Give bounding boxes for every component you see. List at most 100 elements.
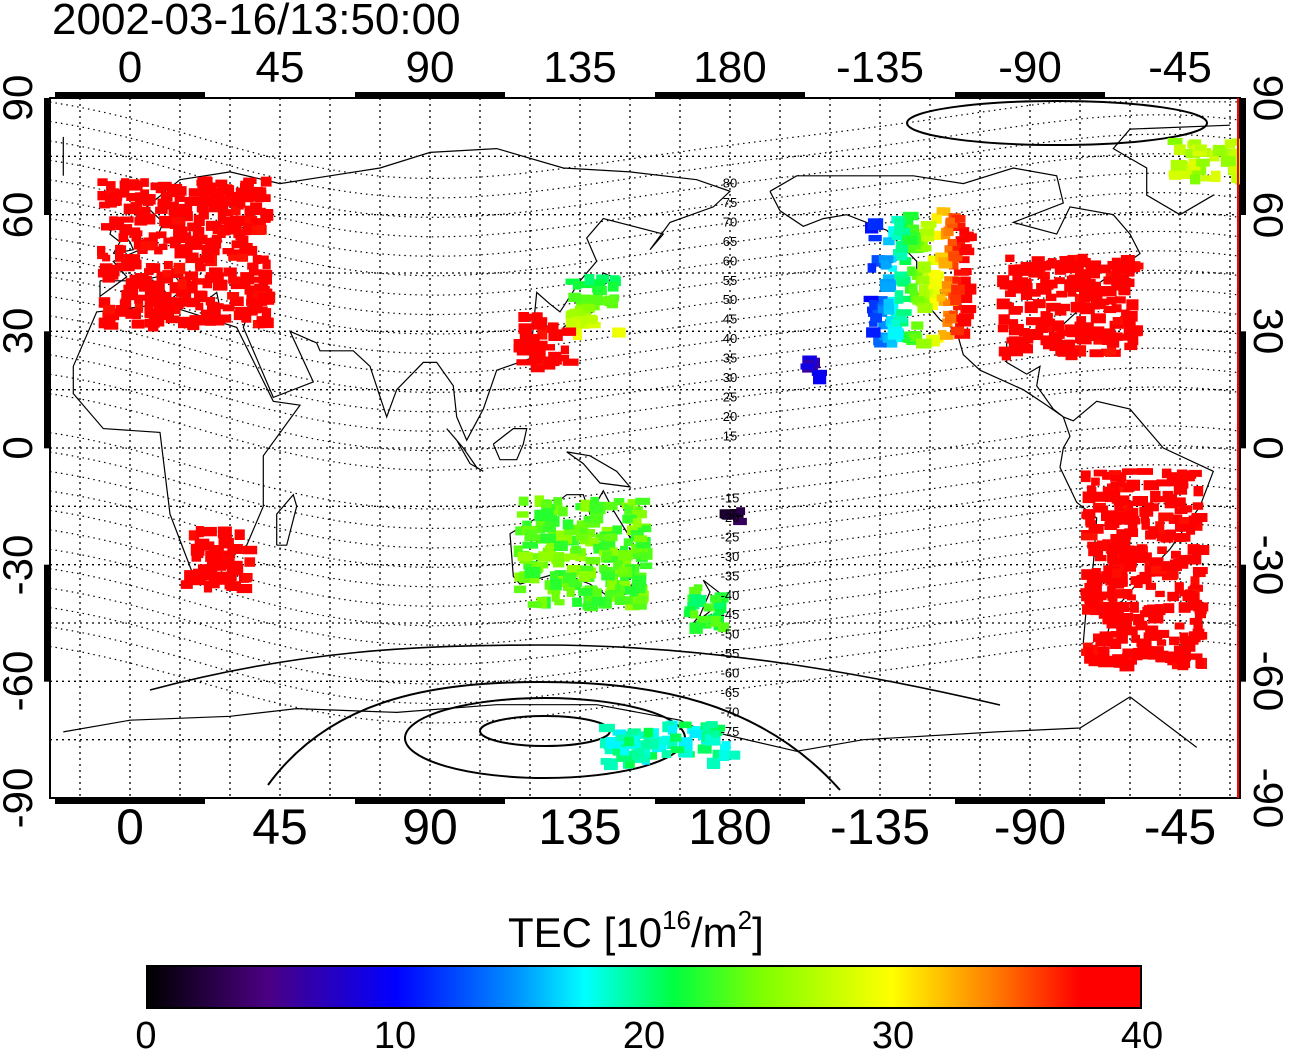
contour-label: -30 <box>721 549 740 564</box>
tec-cell <box>109 269 120 277</box>
tec-cell <box>155 206 168 214</box>
tec-cell <box>549 571 559 583</box>
tec-cell <box>1054 308 1067 316</box>
tec-cell <box>1101 510 1116 521</box>
tec-cell <box>244 205 255 218</box>
longitude-label: -90 <box>998 43 1062 92</box>
tec-cell <box>113 216 123 224</box>
tec-cell <box>531 312 541 323</box>
tec-cell <box>195 257 204 270</box>
tec-cell <box>524 529 538 542</box>
longitude-label: 90 <box>402 799 458 855</box>
tec-cell <box>1117 333 1129 341</box>
tec-cell <box>585 322 601 329</box>
tec-cell <box>1020 278 1032 289</box>
tec-cell <box>140 178 149 187</box>
tec-cell <box>160 191 173 202</box>
tec-cell <box>221 195 232 203</box>
tec-cell <box>119 180 135 190</box>
tec-cell <box>1046 302 1061 312</box>
tec-cell <box>883 298 894 311</box>
tec-cell <box>544 545 556 555</box>
tec-cell <box>1063 349 1079 357</box>
tec-cell <box>235 187 252 195</box>
tec-cell <box>155 231 167 239</box>
tec-cell <box>247 262 259 270</box>
tec-cell <box>1231 138 1240 146</box>
tec-cell <box>119 299 132 309</box>
tec-cell <box>1086 269 1100 279</box>
tec-cell <box>1115 296 1126 304</box>
contour-line <box>50 367 1240 452</box>
tec-cell <box>545 510 557 522</box>
contour-label: -70 <box>721 704 740 719</box>
tec-cell <box>1120 261 1136 273</box>
tec-cell <box>718 750 730 761</box>
longitude-label: 135 <box>538 799 622 855</box>
tec-cell <box>1137 643 1149 652</box>
tec-cell <box>616 752 632 762</box>
contour-line <box>50 600 1240 685</box>
tec-cell <box>1024 301 1038 314</box>
tec-cell <box>561 534 573 544</box>
tec-cell <box>1078 258 1091 268</box>
tec-cell <box>949 257 959 270</box>
tec-cell <box>959 256 970 264</box>
tec-cell <box>1019 328 1030 337</box>
tec-cell <box>540 499 553 508</box>
tec-cell <box>728 750 741 760</box>
tec-cell <box>1013 277 1028 284</box>
tec-cell <box>1114 580 1128 587</box>
tec-cell <box>1175 521 1191 532</box>
colorbar-tick-label: 30 <box>871 1015 915 1057</box>
tec-cell <box>870 313 882 323</box>
tec-cell <box>893 249 908 261</box>
tec-cell <box>612 327 626 338</box>
tec-cell <box>193 568 208 579</box>
colorbar-title-exponent: 16 <box>662 905 691 935</box>
tec-cell <box>1135 620 1148 631</box>
tec-cell <box>1161 563 1176 571</box>
tec-cell <box>1177 659 1189 671</box>
tec-cell <box>623 596 633 605</box>
tec-cell <box>1189 516 1200 525</box>
tec-cell <box>1155 590 1165 598</box>
contour-label: -35 <box>721 568 740 583</box>
tec-cell <box>926 334 940 347</box>
tec-cell <box>101 223 116 231</box>
tec-cell <box>1123 620 1132 628</box>
tec-cell <box>1052 320 1065 332</box>
tec-cell <box>1108 557 1118 570</box>
tec-cell <box>1187 653 1203 660</box>
tec-cell <box>125 278 141 289</box>
tec-cell <box>1151 566 1166 575</box>
tec-cell <box>203 526 217 537</box>
tec-cell <box>244 195 258 202</box>
tec-cell <box>950 294 962 305</box>
tec-cell <box>631 749 640 760</box>
tec-cell <box>670 733 682 742</box>
tec-cell <box>896 276 911 286</box>
tec-cell <box>936 207 946 215</box>
tec-cell <box>689 594 702 604</box>
tec-cell <box>1117 275 1129 287</box>
tec-cell <box>643 727 653 738</box>
tec-cell <box>198 208 209 220</box>
tec-cell <box>1163 570 1179 579</box>
tec-cell <box>1173 484 1188 495</box>
tec-cell <box>1111 304 1122 313</box>
contour-line <box>50 269 1240 354</box>
tec-cell <box>609 275 620 284</box>
tec-cell <box>229 564 239 576</box>
tec-cell <box>193 214 205 227</box>
tec-cell <box>1122 468 1133 475</box>
tec-cell <box>705 721 718 730</box>
tec-cell <box>635 595 648 605</box>
tec-cell <box>711 730 720 738</box>
contour-label: 70 <box>723 214 737 229</box>
tec-cell <box>1045 293 1057 302</box>
contour-line <box>50 308 1240 393</box>
tec-cell <box>1048 332 1058 343</box>
tec-cell <box>1040 276 1050 288</box>
tec-cell <box>607 281 619 292</box>
